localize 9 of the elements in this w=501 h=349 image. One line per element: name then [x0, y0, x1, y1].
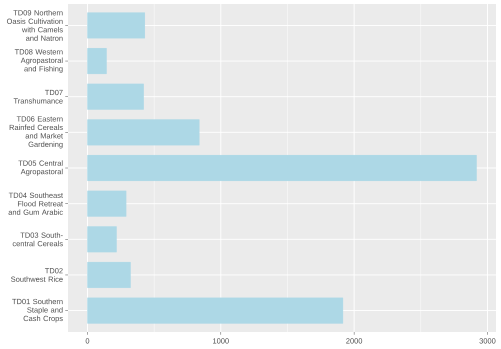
bar — [87, 190, 126, 217]
bar — [87, 262, 131, 288]
bar — [87, 226, 117, 252]
bar — [87, 154, 477, 182]
bar — [87, 12, 145, 38]
bar — [87, 84, 144, 110]
bar — [87, 298, 344, 324]
bar — [87, 119, 200, 146]
bar — [87, 48, 107, 74]
